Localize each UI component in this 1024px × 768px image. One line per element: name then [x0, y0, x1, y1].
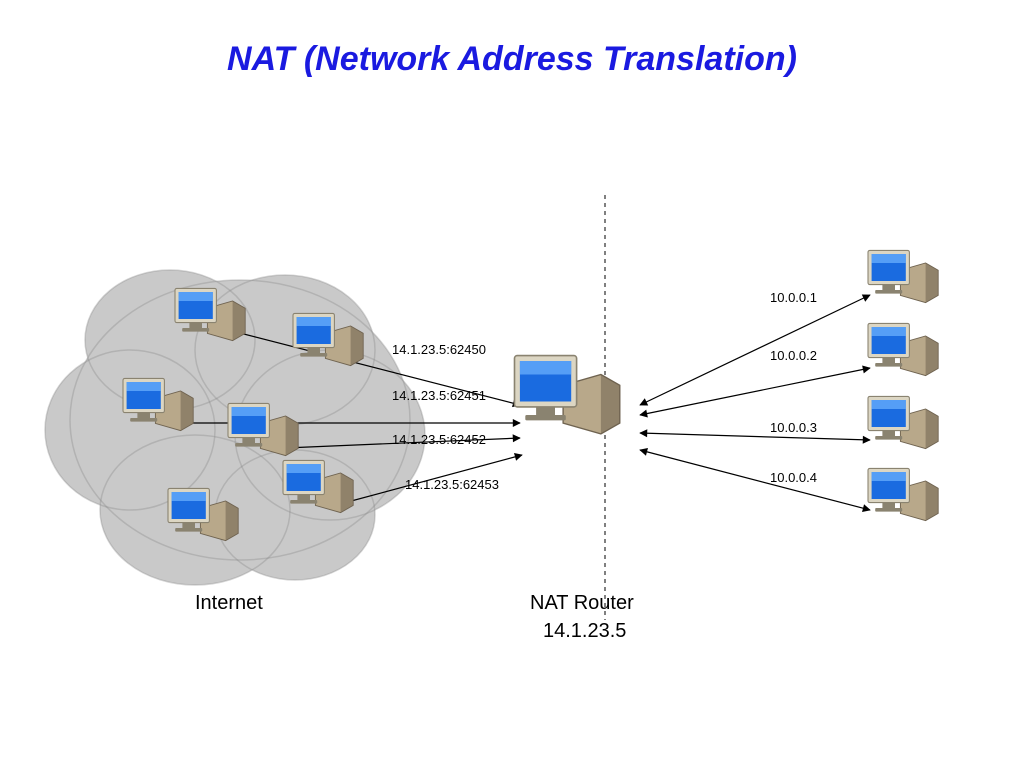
computer-icon — [868, 323, 938, 375]
port-label-0: 14.1.23.5:62450 — [392, 342, 486, 357]
port-label-1: 14.1.23.5:62451 — [392, 388, 486, 403]
ip-label-2: 10.0.0.3 — [770, 420, 817, 435]
computer-icon — [868, 468, 938, 520]
router-label-line2: 14.1.23.5 — [543, 620, 626, 643]
diagram-stage — [0, 0, 1024, 768]
router-label-line1: NAT Router — [530, 592, 634, 615]
port-label-2: 14.1.23.5:62452 — [392, 432, 486, 447]
port-label-3: 14.1.23.5:62453 — [405, 477, 499, 492]
ip-label-0: 10.0.0.1 — [770, 290, 817, 305]
internet-label: Internet — [195, 592, 263, 615]
ip-label-1: 10.0.0.2 — [770, 348, 817, 363]
computer-icon — [868, 396, 938, 448]
nat-router-icon — [515, 356, 620, 434]
ip-label-3: 10.0.0.4 — [770, 470, 817, 485]
computer-icon — [868, 250, 938, 302]
